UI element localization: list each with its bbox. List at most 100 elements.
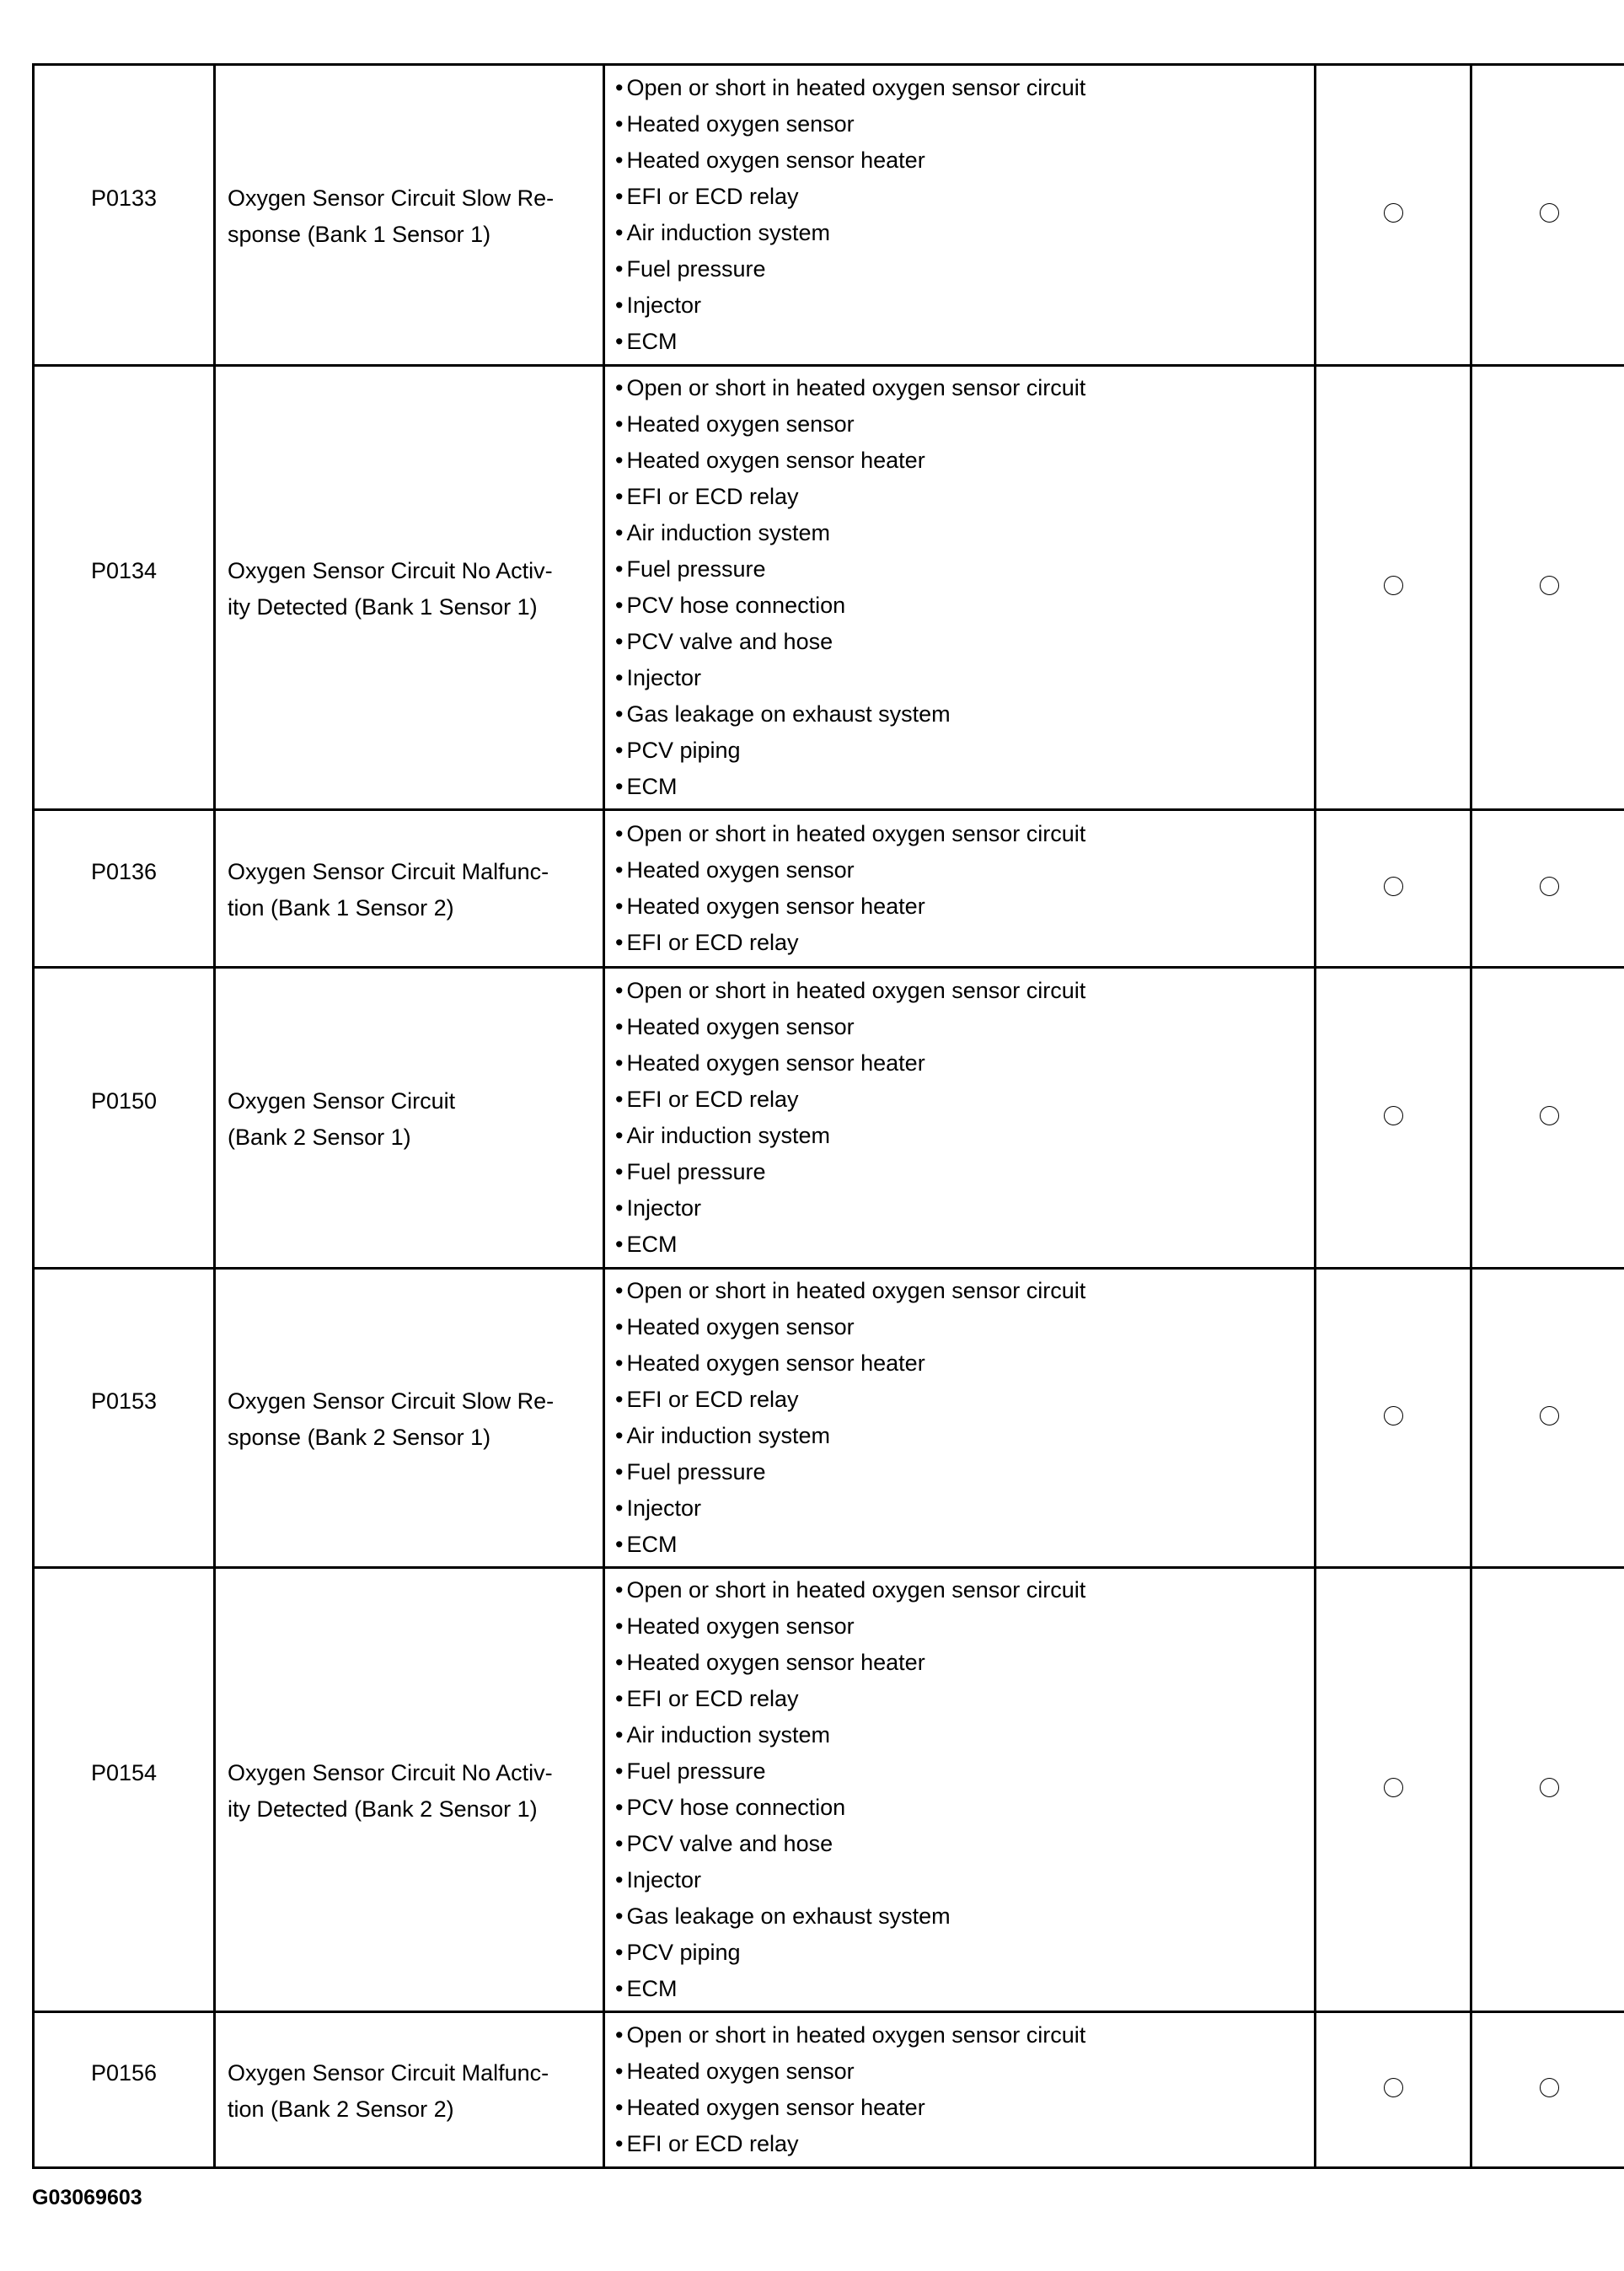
mark-cell <box>1314 63 1472 367</box>
circle-mark-icon <box>1539 1405 1559 1425</box>
trouble-area-item: Heated oxygen sensor heater <box>615 1645 1314 1681</box>
dtc-code: P0136 <box>90 859 158 884</box>
trouble-area-item: Heated oxygen sensor heater <box>615 443 1314 479</box>
trouble-area-item: Heated oxygen sensor <box>615 406 1314 443</box>
dtc-description: Oxygen Sensor Circuit Slow Re-sponse (Ba… <box>228 1270 603 1456</box>
trouble-area-list: Open or short in heated oxygen sensor ci… <box>615 1273 1314 1563</box>
trouble-area-item: Heated oxygen sensor heater <box>615 1345 1314 1382</box>
dtc-code: P0153 <box>90 1388 158 1414</box>
trouble-area-item: Gas leakage on exhaust system <box>615 696 1314 733</box>
mark-cell <box>1314 1566 1472 2013</box>
trouble-area-item: Heated oxygen sensor <box>615 1009 1314 1045</box>
mark-cell <box>1470 364 1624 811</box>
circle-mark-icon <box>1539 575 1559 595</box>
table-row: P0154 Oxygen Sensor Circuit No Activ-ity … <box>32 1566 1624 2013</box>
description-line: (Bank 2 Sensor 1) <box>228 1125 411 1150</box>
dtc-code-cell: P0156 <box>32 2011 216 2169</box>
mark-cell <box>1470 63 1624 367</box>
dtc-code-cell: P0133 <box>32 63 216 367</box>
trouble-area-item: Open or short in heated oxygen sensor ci… <box>615 1572 1314 1608</box>
mark-cell <box>1470 1267 1624 1569</box>
description-line: ity Detected (Bank 2 Sensor 1) <box>228 1796 538 1822</box>
trouble-area-item: Heated oxygen sensor heater <box>615 1045 1314 1082</box>
trouble-area-item: PCV piping <box>615 733 1314 769</box>
trouble-area-item: Heated oxygen sensor heater <box>615 2090 1314 2126</box>
dtc-description-cell: Oxygen Sensor Circuit Malfunc-tion (Bank… <box>213 2011 605 2169</box>
description-line: Oxygen Sensor Circuit Slow Re- <box>228 1388 555 1414</box>
trouble-area-list: Open or short in heated oxygen sensor ci… <box>615 2017 1314 2162</box>
trouble-area-cell: Open or short in heated oxygen sensor ci… <box>603 364 1316 811</box>
trouble-area-cell: Open or short in heated oxygen sensor ci… <box>603 966 1316 1270</box>
circle-mark-icon <box>1383 1405 1403 1425</box>
circle-mark-icon <box>1539 202 1559 223</box>
trouble-area-item: Air induction system <box>615 1418 1314 1454</box>
dtc-description: Oxygen Sensor Circuit Malfunc-tion (Bank… <box>228 811 603 926</box>
mark-cell <box>1470 808 1624 969</box>
trouble-area-item: EFI or ECD relay <box>615 2126 1314 2162</box>
table-row: P0134 Oxygen Sensor Circuit No Activ-ity … <box>32 364 1624 811</box>
dtc-description: Oxygen Sensor Circuit Malfunc-tion (Bank… <box>228 2013 603 2128</box>
trouble-area-item: Fuel pressure <box>615 1154 1314 1190</box>
trouble-area-item: Injector <box>615 1490 1314 1527</box>
trouble-area-item: EFI or ECD relay <box>615 1382 1314 1418</box>
trouble-area-item: Open or short in heated oxygen sensor ci… <box>615 1273 1314 1309</box>
description-line: tion (Bank 1 Sensor 2) <box>228 895 454 921</box>
table-row: P0150 Oxygen Sensor Circuit (Bank 2 Sensor… <box>32 966 1624 1270</box>
trouble-area-list: Open or short in heated oxygen sensor ci… <box>615 370 1314 805</box>
dtc-code-cell: P0153 <box>32 1267 216 1569</box>
mark-cell <box>1314 1267 1472 1569</box>
dtc-code: P0133 <box>90 185 158 211</box>
mark-cell <box>1470 2011 1624 2169</box>
trouble-area-item: Open or short in heated oxygen sensor ci… <box>615 70 1314 106</box>
table-row: P0153 Oxygen Sensor Circuit Slow Re-spons… <box>32 1267 1624 1569</box>
trouble-area-item: ECM <box>615 769 1314 805</box>
trouble-area-item: EFI or ECD relay <box>615 925 1314 961</box>
trouble-area-list: Open or short in heated oxygen sensor ci… <box>615 973 1314 1263</box>
dtc-code-cell: P0150 <box>32 966 216 1270</box>
trouble-area-item: ECM <box>615 1971 1314 2007</box>
dtc-code-cell: P0136 <box>32 808 216 969</box>
mark-cell <box>1314 2011 1472 2169</box>
trouble-area-item: Open or short in heated oxygen sensor ci… <box>615 2017 1314 2054</box>
dtc-description: Oxygen Sensor Circuit No Activ-ity Detec… <box>228 1569 603 1828</box>
description-line: Oxygen Sensor Circuit <box>228 1088 456 1114</box>
trouble-area-item: Air induction system <box>615 515 1314 551</box>
trouble-area-item: Open or short in heated oxygen sensor ci… <box>615 370 1314 406</box>
dtc-description-cell: Oxygen Sensor Circuit Slow Re-sponse (Ba… <box>213 63 605 367</box>
mark-cell <box>1314 808 1472 969</box>
trouble-area-item: Heated oxygen sensor <box>615 852 1314 889</box>
description-line: sponse (Bank 1 Sensor 1) <box>228 222 491 247</box>
dtc-code-cell: P0134 <box>32 364 216 811</box>
dtc-description-cell: Oxygen Sensor Circuit Slow Re-sponse (Ba… <box>213 1267 605 1569</box>
trouble-area-cell: Open or short in heated oxygen sensor ci… <box>603 808 1316 969</box>
trouble-area-item: Open or short in heated oxygen sensor ci… <box>615 816 1314 852</box>
trouble-area-item: PCV hose connection <box>615 588 1314 624</box>
trouble-area-cell: Open or short in heated oxygen sensor ci… <box>603 1267 1316 1569</box>
dtc-table-body: P0133 Oxygen Sensor Circuit Slow Re-spons… <box>32 63 1624 2169</box>
dtc-description: Oxygen Sensor Circuit (Bank 2 Sensor 1) <box>228 969 603 1156</box>
trouble-area-item: Fuel pressure <box>615 1753 1314 1790</box>
trouble-area-item: Air induction system <box>615 1717 1314 1753</box>
trouble-area-item: Fuel pressure <box>615 251 1314 287</box>
trouble-area-item: EFI or ECD relay <box>615 1082 1314 1118</box>
trouble-area-item: ECM <box>615 1527 1314 1563</box>
description-line: Oxygen Sensor Circuit Malfunc- <box>228 859 549 884</box>
trouble-area-list: Open or short in heated oxygen sensor ci… <box>615 70 1314 360</box>
table-row: P0156 Oxygen Sensor Circuit Malfunc-tion … <box>32 2011 1624 2169</box>
trouble-area-item: Heated oxygen sensor heater <box>615 142 1314 179</box>
mark-cell <box>1314 364 1472 811</box>
trouble-area-item: Heated oxygen sensor <box>615 106 1314 142</box>
trouble-area-item: EFI or ECD relay <box>615 479 1314 515</box>
trouble-area-item: Heated oxygen sensor <box>615 1309 1314 1345</box>
trouble-area-item: Gas leakage on exhaust system <box>615 1898 1314 1935</box>
dtc-code-cell: P0154 <box>32 1566 216 2013</box>
trouble-area-cell: Open or short in heated oxygen sensor ci… <box>603 1566 1316 2013</box>
table-row: P0133 Oxygen Sensor Circuit Slow Re-spons… <box>32 63 1624 367</box>
trouble-area-item: Heated oxygen sensor <box>615 2054 1314 2090</box>
trouble-area-item: Heated oxygen sensor heater <box>615 889 1314 925</box>
trouble-area-item: Injector <box>615 660 1314 696</box>
trouble-area-item: Injector <box>615 287 1314 324</box>
trouble-area-item: Open or short in heated oxygen sensor ci… <box>615 973 1314 1009</box>
dtc-description-cell: Oxygen Sensor Circuit Malfunc-tion (Bank… <box>213 808 605 969</box>
dtc-description: Oxygen Sensor Circuit No Activ-ity Detec… <box>228 367 603 625</box>
